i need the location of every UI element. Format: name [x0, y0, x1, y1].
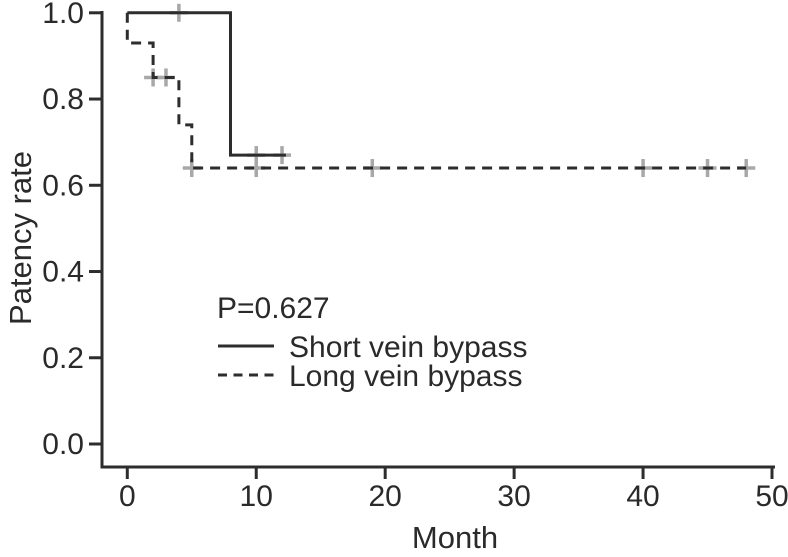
- axes-group: [100, 11, 775, 469]
- short-vein-bypass-curve: [127, 11, 286, 157]
- x-tick-label: 0: [119, 480, 136, 513]
- y-tick-label: 0.0: [42, 428, 84, 461]
- y-axis-title: Patency rate: [3, 151, 38, 325]
- x-tick-label: 40: [626, 480, 659, 513]
- axis-lines: [100, 11, 775, 469]
- y-tick-label: 0.2: [42, 342, 84, 375]
- legend-item-long-vein-bypass: Long vein bypass: [218, 360, 523, 393]
- legend-label-short-vein-bypass: Short vein bypass: [289, 331, 527, 364]
- x-tick-label: 10: [240, 480, 273, 513]
- tick-marks-group: [89, 11, 774, 479]
- legend-label-long-vein-bypass: Long vein bypass: [289, 360, 523, 393]
- survival-curves-group: [125, 11, 747, 170]
- x-tick-label: 50: [755, 480, 788, 513]
- censor-marks-group: [144, 3, 756, 178]
- y-tick-label: 0.4: [42, 256, 84, 289]
- x-axis-title: Month: [412, 520, 498, 552]
- p-value-annotation: P=0.627: [217, 292, 330, 325]
- x-tick-label: 30: [497, 480, 530, 513]
- long-vein-bypass-curve: [125, 12, 747, 170]
- y-tick-label: 0.8: [42, 83, 84, 116]
- x-tick-label: 20: [368, 480, 401, 513]
- tick-labels-group: 0.0 0.2 0.4 0.6 0.8 1.0 0 10 20 30 40 50: [42, 0, 788, 513]
- legend-item-short-vein-bypass: Short vein bypass: [218, 331, 527, 364]
- y-tick-label: 0.6: [42, 169, 84, 202]
- legend: Short vein bypass Long vein bypass: [218, 331, 527, 393]
- y-tick-label: 1.0: [42, 0, 84, 30]
